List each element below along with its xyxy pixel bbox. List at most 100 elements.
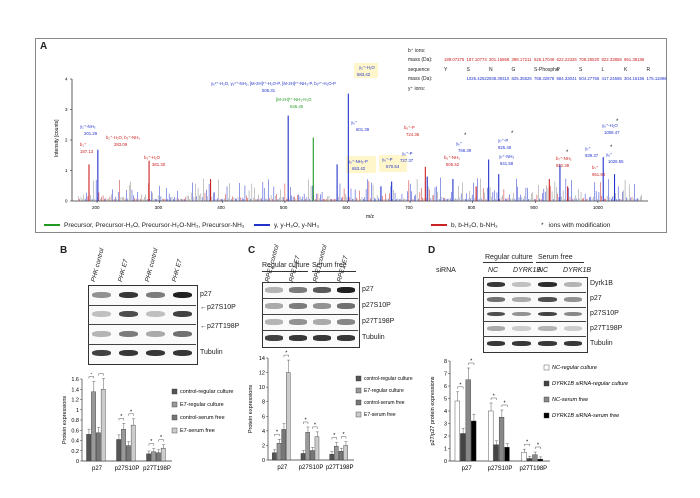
sequence-residue: Y	[444, 67, 448, 73]
bar-legend-swatch	[543, 380, 550, 387]
bar	[526, 458, 533, 462]
blot-row-label: p27	[200, 290, 212, 298]
significance-mark: *	[160, 435, 163, 441]
bar-legend-swatch	[355, 387, 362, 394]
peak-annotation: 768.39	[458, 148, 472, 153]
significance-mark: *	[285, 351, 288, 357]
blot-row-divider	[483, 321, 586, 323]
spectrum-y-tick: 0	[65, 199, 68, 204]
blot-band	[118, 350, 139, 357]
peak-annotation: 187.13	[80, 149, 94, 154]
ion-table: b⁺ ions: mass (Da): sequence mass (Da): …	[408, 47, 667, 113]
significance-mark: *	[470, 359, 473, 365]
b-ion-mass: 189.07375	[444, 57, 465, 62]
bar-y-tick: 0	[444, 459, 447, 465]
spectrum-legend: Precursor, Precursor-H₂O, Precursor-H₂O-…	[36, 219, 666, 231]
panel-d-bar-chart: 0 1 2 3 4 5 6 7 8 p27/p27 protein expressions * * p2…	[430, 359, 628, 473]
y-ion-mass: 304.16156	[624, 76, 645, 81]
bar-y-tick: 4	[262, 429, 265, 435]
sequence-residue: K	[624, 67, 628, 73]
panel-c-group-serum: Serum free	[312, 262, 347, 269]
blot-band	[118, 330, 139, 337]
blot-band	[563, 341, 583, 346]
blot-band	[265, 303, 283, 309]
bar	[281, 429, 286, 461]
lane-label: RPE1 E7	[336, 255, 350, 283]
sequence-residue: P	[556, 67, 560, 73]
blot-row-label: p27	[362, 286, 374, 293]
spectrum-x-axis-label: m/z	[366, 214, 375, 220]
peak-annotation: 724.36	[406, 132, 420, 137]
blot-band	[289, 319, 307, 325]
highlight-box	[379, 155, 407, 172]
peak-annotation: y₆⁺-P	[402, 151, 413, 156]
blot-band	[172, 350, 193, 357]
bar	[96, 432, 101, 462]
peak-annotation: y₆⁺-NH₃-P	[348, 159, 368, 164]
blot-band	[118, 291, 139, 298]
y-ion-mass: 768.32878	[534, 76, 555, 81]
blot-band	[337, 303, 355, 309]
peak-annotation: y₇⁺	[585, 146, 591, 151]
bar-y-tick: 1.6	[71, 377, 79, 383]
bar	[460, 433, 466, 462]
significance-mark: *	[130, 409, 133, 415]
blot-band	[563, 282, 583, 287]
bar	[504, 447, 510, 462]
bar-legend-label: E7-regular culture	[364, 388, 404, 394]
peak-annotation: [M-2H]²⁺-NH₃-H₂O	[276, 97, 312, 102]
lane-label: PHK E7	[117, 258, 130, 283]
spectrum-x-tick: 800	[468, 205, 476, 210]
blot-row-divider	[483, 306, 586, 308]
highlight-box	[354, 63, 378, 78]
peak-annotation: 951.64	[592, 172, 606, 177]
spectrum-x-tick: 900	[530, 205, 538, 210]
blot-band	[486, 341, 506, 346]
bar-y-tick: 0	[76, 459, 79, 465]
blot-band	[486, 296, 506, 302]
bar-y-tick: 0.8	[71, 418, 79, 424]
b-ion-mass: 822.33858	[601, 57, 622, 62]
bar	[160, 447, 166, 462]
blot-band	[538, 282, 557, 287]
bar	[121, 429, 126, 462]
panel-b-letter: B	[60, 245, 68, 256]
spectrum-y-tick: 3	[65, 107, 68, 112]
peak-annotation: 505.31	[262, 88, 276, 93]
blot-row-label: Tubulin	[362, 334, 385, 341]
blot-band	[289, 335, 307, 341]
spectrum-x-tick: 400	[217, 205, 225, 210]
bar	[493, 444, 499, 462]
bar-legend-label: NC-regular culture	[552, 365, 597, 371]
peak-annotation: y₆⁺-P	[382, 157, 393, 162]
peak-annotation: 1008.47	[604, 130, 620, 135]
bar-category-label: p27T198P	[519, 466, 547, 472]
blot-row-divider	[88, 343, 196, 345]
peak-annotation: 922.38	[556, 163, 570, 168]
blot-band	[538, 326, 557, 332]
bar-y-tick: 2	[444, 434, 447, 440]
bar-y-axis-label: Protein expressions	[248, 385, 254, 434]
bar	[334, 445, 339, 461]
bar-category-label: p27	[92, 466, 103, 472]
sequence-residue: G	[511, 67, 516, 73]
lane-label: PHK control	[90, 247, 106, 283]
y-ions-label: y⁺ ions:	[408, 86, 426, 92]
bar	[130, 424, 136, 462]
blot-band	[265, 319, 283, 325]
bar-y-tick: 0	[262, 458, 265, 464]
peak-annotation: b₇⁺	[592, 165, 598, 170]
lane-label: DYRK1B	[563, 267, 592, 274]
bar-legend-swatch	[543, 396, 550, 403]
bar	[286, 372, 291, 461]
peak-annotation: b₇⁺-NH₃	[556, 156, 572, 161]
arrow-p27s10p: ←p27S10P	[200, 304, 236, 311]
blot-band	[172, 291, 193, 298]
bar	[86, 434, 91, 462]
sequence-label: sequence	[408, 67, 430, 73]
blot-band	[313, 287, 331, 293]
peak-annotation: y₇⁺-NH₃	[499, 154, 515, 159]
panel-a-letter: A	[40, 41, 48, 52]
modification-marker: *	[511, 131, 514, 137]
peak-annotation: y₆²⁺-H₂O, y₆²⁺-NH₃, [M-2H]²⁺-H₂O-P, [M-2…	[211, 81, 336, 86]
